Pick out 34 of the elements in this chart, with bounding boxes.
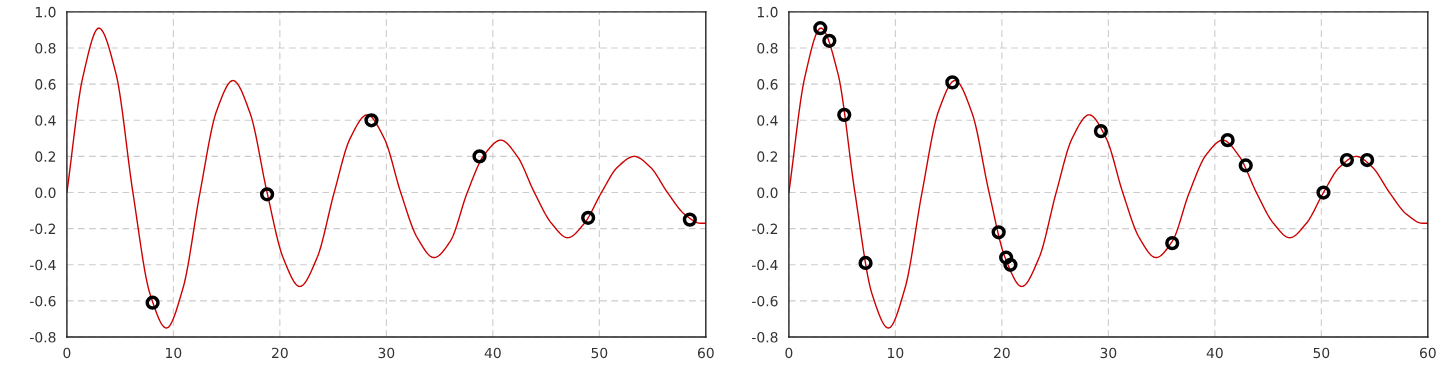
x-tick-label: 20 [272,347,288,359]
x-tick-label: 50 [591,347,608,359]
x-tick-label: 40 [484,347,501,359]
x-tick-label: 0 [785,347,793,359]
x-tick-label: 30 [1100,347,1117,359]
y-tick-label: 1.0 [35,6,56,18]
x-tick-label: 50 [1313,347,1330,359]
y-tick-label: 0.8 [35,43,56,54]
y-tick-label: -0.8 [30,332,56,343]
y-tick-label: -0.4 [30,259,56,271]
x-tick-label: 20 [994,347,1010,359]
x-tick-label: 30 [378,347,395,359]
y-tick-label: -0.2 [752,223,778,235]
y-tick-label: 0.0 [757,187,778,198]
y-tick-label: 0.0 [35,187,56,198]
y-tick-label: 0.4 [757,115,778,126]
y-tick-label: -0.6 [752,295,778,307]
y-tick-label: -0.8 [752,332,778,343]
y-tick-label: 0.6 [757,79,778,90]
y-tick-label: -0.4 [752,259,778,271]
x-tick-label: 0 [63,347,71,359]
y-tick-label: 1.0 [757,6,778,18]
y-tick-label: 0.2 [757,151,778,162]
y-tick-label: 0.6 [35,79,56,90]
y-tick-label: 0.4 [35,115,56,126]
x-tick-label: 60 [1419,347,1436,359]
x-tick-label: 10 [166,347,182,359]
y-tick-label: 0.2 [35,151,56,162]
y-tick-label: -0.6 [30,295,56,307]
y-tick-label: 0.8 [757,43,778,54]
x-tick-label: 10 [888,347,904,359]
y-tick-label: -0.2 [30,223,56,235]
x-tick-label: 60 [697,347,714,359]
x-tick-label: 40 [1206,347,1223,359]
